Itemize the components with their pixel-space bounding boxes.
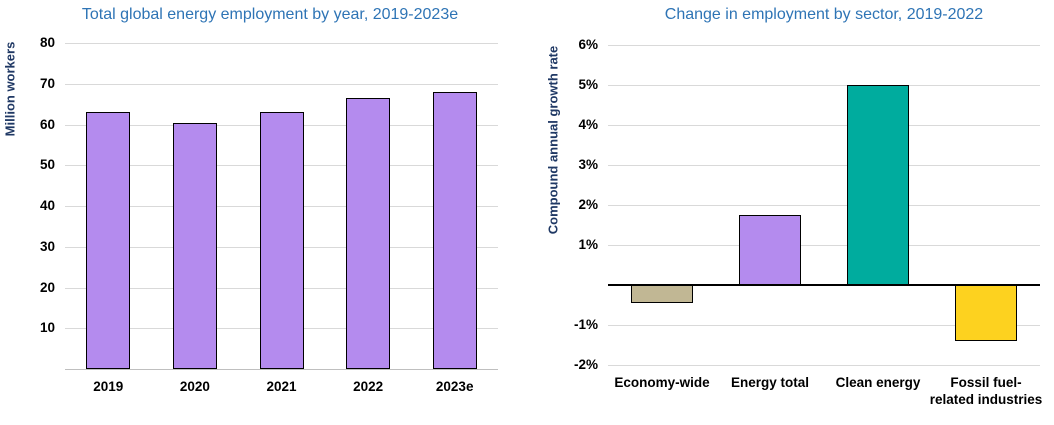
right-plot-area: 6% 5% 4% 3% 2% 1% -1% -2% Economy-wide Energy tot… bbox=[574, 37, 1042, 407]
y-tick-label: 80 bbox=[39, 35, 55, 50]
x-category-label-clean-energy: Clean energy bbox=[835, 375, 921, 390]
bar-fossil-fuel-related-industries bbox=[955, 285, 1017, 341]
gridline bbox=[608, 365, 1040, 366]
x-category-label-2019: 2019 bbox=[93, 379, 124, 394]
y-tick-label: 3% bbox=[578, 157, 598, 172]
bar-2023e bbox=[432, 91, 477, 369]
gridline bbox=[608, 85, 1040, 86]
x-category-label-economy-wide: Economy-wide bbox=[614, 375, 710, 390]
gridline bbox=[65, 83, 498, 85]
left-plot-area: 80 70 60 50 40 30 20 10 2019 2020 2021 2022 2023e bbox=[40, 35, 498, 394]
bar-2019 bbox=[86, 112, 131, 369]
x-category-label-2022: 2022 bbox=[353, 379, 384, 394]
y-tick-label: -1% bbox=[573, 317, 598, 332]
y-tick-label: 40 bbox=[39, 198, 55, 213]
gridline bbox=[608, 165, 1040, 166]
gridline bbox=[65, 43, 498, 44]
gridline bbox=[608, 45, 1040, 46]
left-chart-title: Total global energy employment by year, … bbox=[81, 6, 459, 23]
x-category-label-energy-total: Energy total bbox=[730, 375, 809, 390]
gridline bbox=[608, 245, 1040, 246]
bar-energy-total bbox=[739, 215, 801, 285]
gridline bbox=[608, 325, 1040, 326]
chart-total-energy-employment: Total global energy employment by year, … bbox=[3, 6, 498, 394]
x-axis-line bbox=[65, 368, 498, 370]
x-category-label-2021: 2021 bbox=[266, 379, 297, 394]
x-category-label-2023e: 2023e bbox=[435, 379, 474, 394]
y-tick-label: 30 bbox=[39, 238, 55, 254]
bar-2020 bbox=[172, 122, 217, 369]
y-tick-label: 20 bbox=[39, 279, 55, 295]
y-tick-label: 5% bbox=[578, 77, 598, 92]
x-category-label-2020: 2020 bbox=[179, 379, 210, 394]
x-category-label-fossil-fuel-related-industries: Fossil fuel- related industries bbox=[929, 375, 1043, 407]
bar-economy-wide bbox=[631, 285, 693, 303]
y-tick-label: 1% bbox=[578, 237, 598, 252]
gridline bbox=[608, 125, 1040, 126]
bar-clean-energy bbox=[847, 85, 909, 285]
bar-2021 bbox=[259, 112, 304, 369]
y-tick-label: 60 bbox=[39, 116, 55, 132]
y-tick-label: 50 bbox=[39, 157, 55, 173]
y-tick-label: -2% bbox=[573, 357, 598, 372]
zero-axis-line bbox=[608, 284, 1040, 286]
y-tick-label: 6% bbox=[578, 37, 598, 52]
gridline bbox=[608, 205, 1040, 206]
right-chart-title: Change in employment by sector, 2019-202… bbox=[664, 6, 984, 23]
chart-employment-change-by-sector: Change in employment by sector, 2019-202… bbox=[527, 0, 1054, 425]
bar-2022 bbox=[346, 98, 391, 369]
y-tick-label: 10 bbox=[39, 320, 55, 336]
y-tick-label: 2% bbox=[578, 197, 598, 212]
y-tick-label: 4% bbox=[578, 117, 598, 132]
y-tick-label: 70 bbox=[39, 75, 55, 91]
